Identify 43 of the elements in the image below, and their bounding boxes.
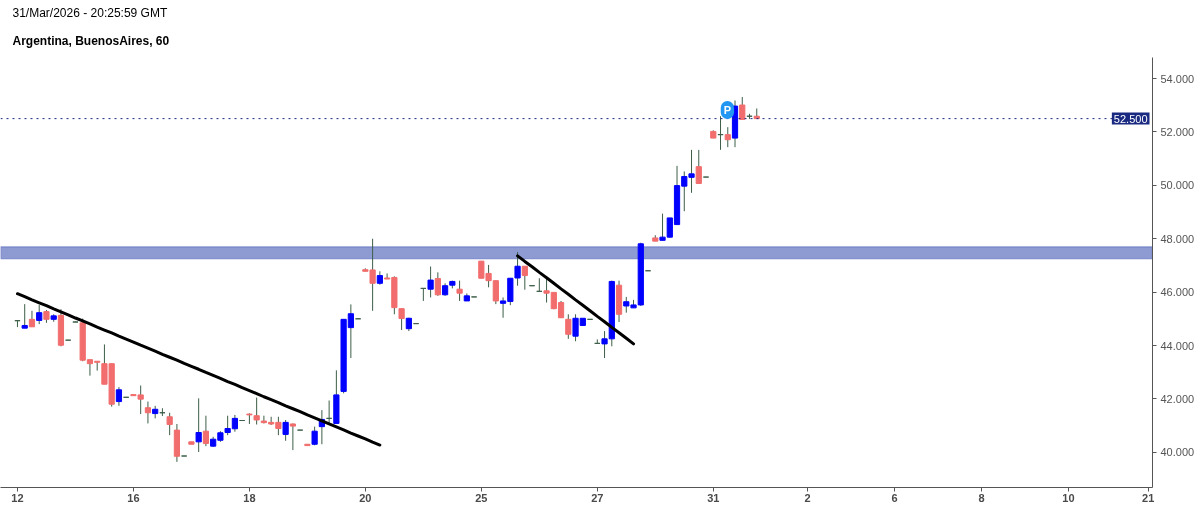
ref-line-label: 52.500	[1113, 112, 1148, 125]
candlestick	[36, 304, 43, 325]
candlestick	[521, 265, 528, 291]
x-tick-label: 18	[243, 491, 256, 504]
candlestick	[565, 313, 572, 340]
candlestick	[398, 308, 405, 331]
candlestick	[456, 280, 463, 302]
candlestick	[724, 126, 731, 148]
y-tick-label: 44.000	[1160, 339, 1195, 352]
candlestick	[115, 386, 123, 407]
x-tick-label: 25	[475, 491, 488, 504]
candlestick	[202, 415, 210, 447]
candlestick	[434, 271, 441, 297]
x-tick-label: 16	[127, 491, 140, 504]
chart-subtitle: 31/Mar/2026 - 20:25:59 GMT	[12, 5, 168, 20]
candlestick	[28, 310, 36, 328]
x-tick-label: 20	[359, 491, 372, 504]
y-tick-label: 46.000	[1160, 286, 1195, 299]
candlestick	[282, 419, 289, 442]
line-series	[516, 254, 636, 346]
y-tick-label: 50.000	[1160, 179, 1195, 192]
y-tick-label: 42.000	[1160, 392, 1195, 405]
candlestick	[289, 422, 296, 451]
y-tick-label: 40.000	[1160, 446, 1195, 459]
y-tick-label: 54.000	[1160, 72, 1195, 85]
candlestick	[21, 303, 28, 329]
x-tick-label: 8	[978, 491, 985, 504]
x-tick-label: 10	[1062, 491, 1075, 504]
candlestick	[144, 401, 152, 424]
candlestick	[195, 397, 202, 453]
chart-title: Argentina, BuenosAires, 60	[12, 34, 170, 48]
annotation: P	[723, 103, 732, 116]
y-tick-label: 52.000	[1160, 125, 1195, 138]
y-tick-label: 48.000	[1160, 232, 1195, 245]
x-tick-label: 27	[591, 491, 604, 504]
x-tick-label: 21	[1142, 491, 1155, 504]
x-tick-label: 12	[11, 491, 24, 504]
x-tick-label: 6	[891, 491, 898, 504]
candlestick	[253, 397, 260, 426]
x-tick-label: 31	[707, 491, 720, 504]
candlestick	[166, 412, 173, 436]
line-series	[15, 292, 382, 447]
x-tick-label: 2	[804, 491, 811, 504]
